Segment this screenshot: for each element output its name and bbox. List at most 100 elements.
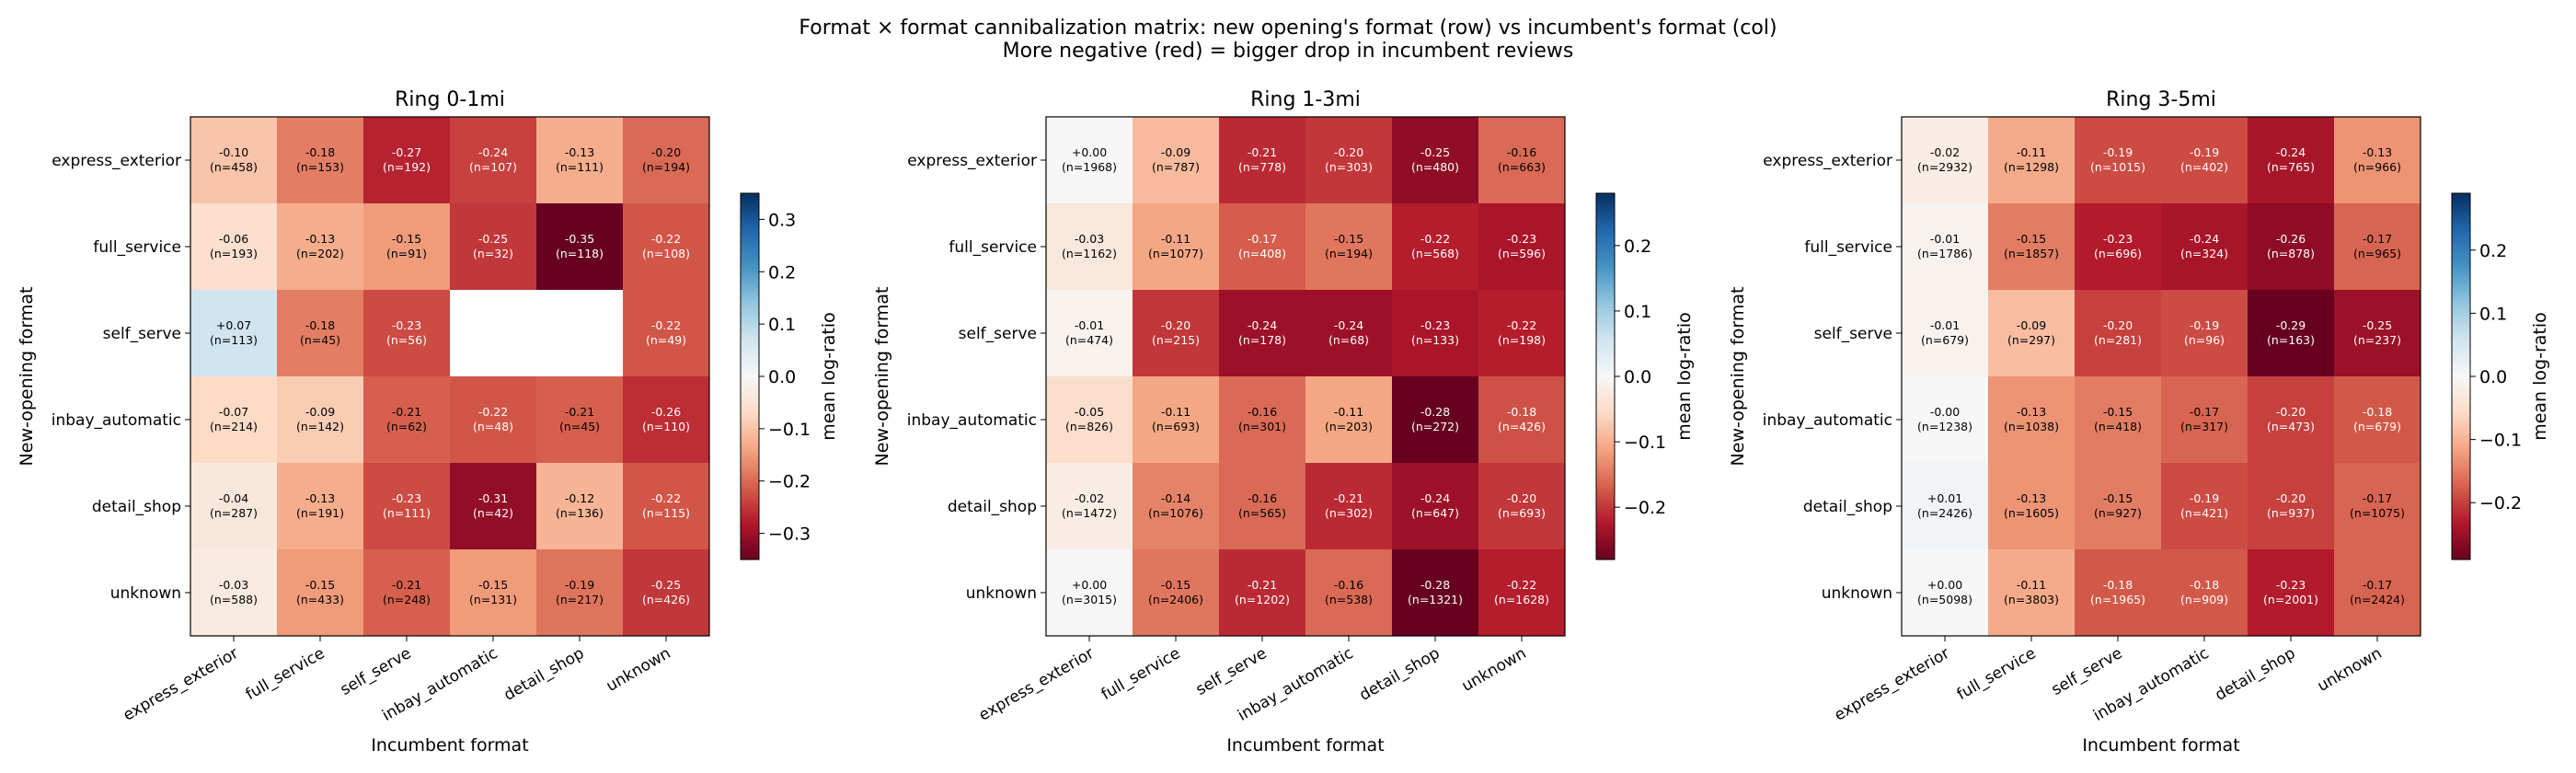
cell-value-label: -0.20 (2103, 318, 2133, 332)
y-tick-label: self_serve (959, 325, 1037, 343)
colorbar-label: mean log-ratio (819, 312, 839, 441)
heatmap-cell (1902, 376, 1988, 463)
heatmap-cell (277, 290, 363, 376)
heatmap-cell (363, 290, 450, 376)
heatmap-cell (1046, 549, 1133, 636)
cell-count-label: (n=1015) (2090, 160, 2145, 174)
cell-count-label: (n=418) (2094, 420, 2142, 433)
cell-count-label: (n=878) (2267, 247, 2315, 260)
heatmap-cell (1478, 376, 1565, 463)
cell-value-label: -0.23 (1507, 232, 1536, 246)
cell-count-label: (n=113) (210, 333, 258, 347)
heatmap-cell (1392, 376, 1478, 463)
heatmap-cell (363, 117, 450, 203)
cell-value-label: -0.05 (1075, 405, 1104, 419)
heatmap-cell (1046, 463, 1133, 549)
colorbar (2451, 192, 2471, 560)
heatmap-cell (1988, 376, 2075, 463)
heatmap-cell (1219, 203, 1305, 290)
cell-count-label: (n=1968) (1062, 160, 1117, 174)
heatmap-cell (1902, 290, 1988, 376)
cell-value-label: -0.25 (478, 232, 508, 246)
colorbar-tick-label: 0.1 (768, 315, 796, 335)
cell-count-label: (n=1076) (1148, 506, 1203, 520)
heatmap-cell (277, 463, 363, 549)
cell-count-label: (n=1628) (1494, 593, 1549, 606)
cell-count-label: (n=287) (210, 506, 258, 520)
cell-count-label: (n=538) (1325, 593, 1373, 606)
cell-count-label: (n=568) (1411, 247, 1459, 260)
cell-value-label: -0.25 (2363, 318, 2392, 332)
heatmap-cell (1392, 290, 1478, 376)
cell-count-label: (n=191) (296, 506, 344, 520)
cell-value-label: -0.31 (478, 491, 508, 505)
cell-count-label: (n=647) (1411, 506, 1459, 520)
cell-count-label: (n=966) (2353, 160, 2401, 174)
heatmap-cell (1478, 117, 1565, 203)
cell-count-label: (n=1238) (1917, 420, 1972, 433)
cell-value-label: -0.24 (1420, 491, 1450, 505)
cell-count-label: (n=588) (210, 593, 258, 606)
cell-count-label: (n=272) (1411, 420, 1459, 433)
cell-count-label: (n=49) (646, 333, 686, 347)
y-tick-label: inbay_automatic (1763, 411, 1892, 430)
heatmap-cell (1219, 463, 1305, 549)
colorbar-tick-label: 0.1 (2479, 304, 2507, 324)
heatmap-cell (2248, 117, 2334, 203)
cell-value-label: -0.20 (1507, 491, 1536, 505)
heatmap-cell (623, 549, 709, 636)
cell-count-label: (n=248) (383, 593, 431, 606)
cell-count-label: (n=565) (1238, 506, 1286, 520)
cell-value-label: -0.21 (1248, 578, 1277, 592)
cell-value-label: -0.07 (219, 405, 248, 419)
heatmap-cell (450, 549, 536, 636)
cell-count-label: (n=107) (469, 160, 517, 174)
cell-count-label: (n=1075) (2350, 506, 2405, 520)
colorbar-tick-label: 0.1 (1624, 302, 1651, 322)
cell-count-label: (n=48) (473, 420, 513, 433)
cell-count-label: (n=203) (1325, 420, 1373, 433)
heatmap-frame (1901, 116, 2421, 637)
y-tick-label: full_service (949, 238, 1037, 257)
heatmap-cell (1392, 549, 1478, 636)
y-axis-label: New-opening format (872, 287, 892, 467)
cell-count-label: (n=192) (383, 160, 431, 174)
cell-value-label: -0.15 (478, 578, 508, 592)
cell-value-label: -0.11 (2017, 578, 2046, 592)
heatmap-cell (190, 290, 277, 376)
cell-count-label: (n=402) (2180, 160, 2228, 174)
colorbar-tick-label: 0.2 (768, 262, 796, 283)
cell-value-label: -0.15 (392, 232, 421, 246)
cell-value-label: -0.17 (1248, 232, 1277, 246)
cell-count-label: (n=5098) (1917, 593, 1972, 606)
y-axis-label: New-opening format (17, 287, 37, 467)
cell-count-label: (n=281) (2094, 333, 2142, 347)
cell-count-label: (n=324) (2180, 247, 2228, 260)
cell-count-label: (n=3015) (1062, 593, 1117, 606)
cell-count-label: (n=2424) (2350, 593, 2405, 606)
heatmap-cell (277, 117, 363, 203)
panel-title: Ring 0-1mi (395, 88, 505, 111)
cell-count-label: (n=96) (2184, 333, 2225, 347)
cell-value-label: -0.20 (651, 145, 681, 159)
heatmap-frame (190, 116, 710, 637)
cell-value-label: -0.16 (1334, 578, 1363, 592)
cell-count-label: (n=111) (383, 506, 431, 520)
cell-count-label: (n=136) (556, 506, 604, 520)
cell-count-label: (n=1321) (1408, 593, 1463, 606)
heatmap-cell (2161, 290, 2248, 376)
cell-value-label: -0.09 (1161, 145, 1190, 159)
heatmap-cell (1478, 203, 1565, 290)
cell-count-label: (n=202) (296, 247, 344, 260)
heatmap-cell (190, 549, 277, 636)
cell-value-label: -0.19 (2103, 145, 2133, 159)
cell-count-label: (n=56) (386, 333, 427, 347)
panel-title: Ring 1-3mi (1250, 88, 1361, 111)
y-tick-label: unknown (966, 584, 1037, 603)
y-tick-label: unknown (1822, 584, 1892, 603)
cell-value-label: -0.18 (305, 145, 335, 159)
y-tick-label: detail_shop (1803, 498, 1892, 516)
heatmap-cell (190, 117, 277, 203)
cell-count-label: (n=473) (2267, 420, 2315, 433)
cell-value-label: -0.02 (1930, 145, 1960, 159)
